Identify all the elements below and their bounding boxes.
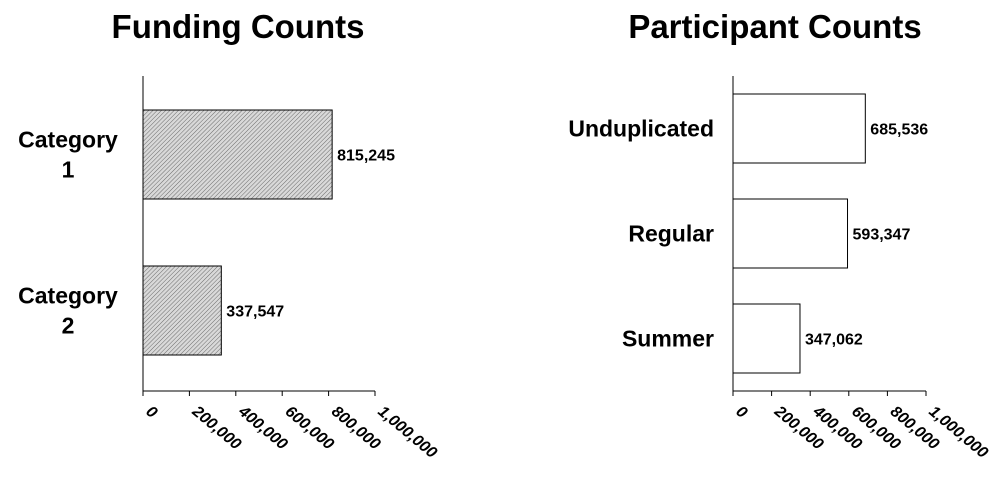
x-tick-label: 0 [142,403,160,422]
bar [732,93,866,164]
bar [142,109,333,200]
data-label: 347,062 [805,332,863,349]
chart-2: Participant Counts 685,536 Unduplicated 593… [568,8,991,462]
bar [732,303,801,374]
data-label: 337,547 [226,304,284,321]
data-label: 815,245 [337,148,395,165]
x-tick-label: 800,000 [328,403,383,453]
category-label: Category 1 [18,127,118,183]
category-label: Category 2 [18,283,118,339]
x-tick-label: 400,000 [234,402,290,453]
x-tick-label: 0 [732,403,750,422]
category-label: Regular [628,221,714,247]
data-label: 685,536 [870,122,928,139]
x-tick-label: 1,000,000 [374,403,440,462]
x-tick-label: 600,000 [282,403,337,453]
x-tick-label: 200,000 [188,402,244,453]
category-label: Summer [622,326,714,352]
bar [142,265,222,356]
chart-1: Funding Counts 815,245 Category 1 337,547 Cat… [18,8,440,462]
chart-title: Participant Counts [628,8,921,45]
bar [732,198,849,269]
chart-title: Funding Counts [112,8,365,45]
data-label: 593,347 [853,227,911,244]
x-tick-label: 1,000,000 [925,403,991,462]
category-label: Unduplicated [568,116,714,142]
